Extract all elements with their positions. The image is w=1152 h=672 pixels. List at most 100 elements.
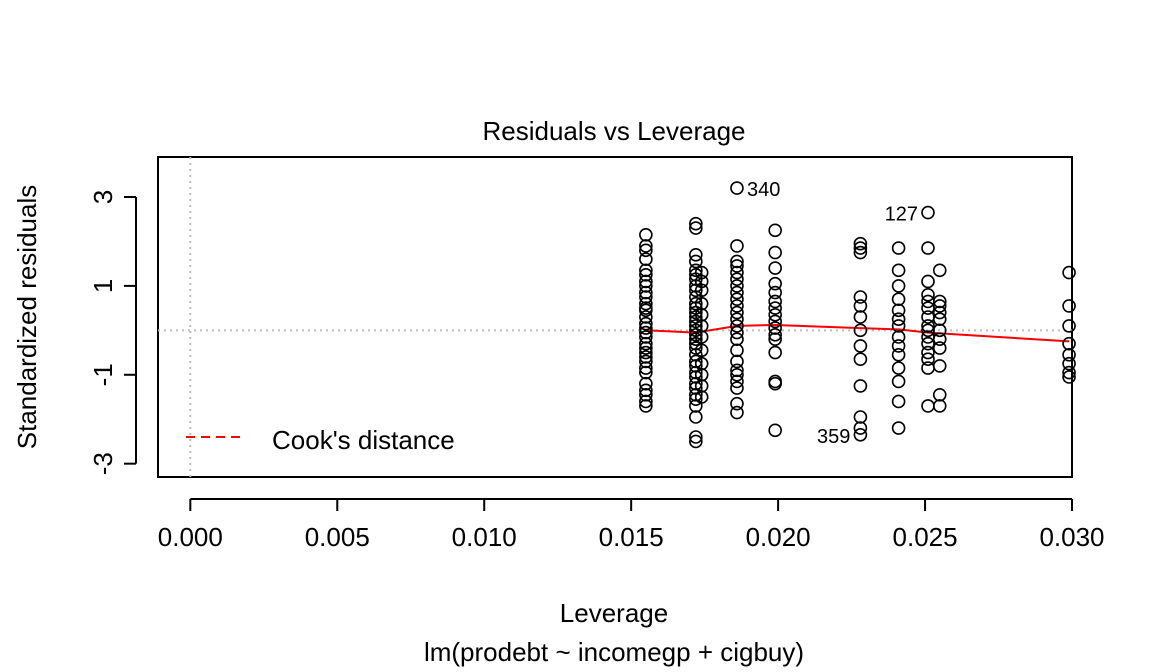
data-point [639,263,653,278]
data-point [730,343,744,358]
data-point [730,254,744,269]
y-tick-label: 1 [88,279,118,293]
data-point [639,267,653,282]
data-point [768,314,782,329]
data-point [768,285,782,300]
data-point [694,265,709,280]
point-label-340: 340 [747,179,780,201]
data-point [639,290,653,304]
data-point [694,319,709,333]
data-point [689,341,703,355]
data-point [921,399,935,413]
data-point [853,323,868,338]
data-point [639,387,653,402]
data-point [768,345,782,360]
point-labels: 340 127 359 [747,179,918,448]
data-point [730,363,744,378]
data-point [891,361,906,375]
data-point [730,272,744,287]
data-point [932,359,947,373]
data-point [853,410,868,424]
x-tick-label: 0.015 [599,522,664,552]
chart-subtitle: lm(prodebt ~ incomegp + cigbuy) [424,637,804,667]
data-point [853,245,868,260]
data-point [639,383,653,398]
chart-title: Residuals vs Leverage [482,116,745,146]
data-point [639,350,653,364]
data-point [932,305,947,320]
data-point [730,181,744,195]
data-point [768,294,782,309]
data-point [694,367,709,382]
data-point [639,252,653,267]
data-point [768,223,782,238]
data-point [639,303,653,318]
x-axis-label: Leverage [560,598,668,628]
data-point [921,336,935,351]
reference-lines [158,157,1072,477]
data-point [639,325,653,340]
data-point [694,283,709,298]
data-point [768,321,782,335]
data-point [639,243,653,258]
data-point [853,352,868,367]
data-point [853,290,868,304]
data-point [768,261,782,275]
data-point [730,325,744,340]
data-point [853,379,868,393]
data-point [689,354,703,369]
data-point [639,321,653,335]
data-point [730,367,744,382]
smooth-line [645,323,1070,343]
y-tick-label: -1 [88,363,118,386]
data-point [689,392,703,407]
data-point [730,239,744,253]
data-point [932,263,947,278]
data-point [730,285,744,300]
data-point [730,381,744,395]
data-point [891,312,906,327]
data-point [932,399,947,413]
data-point [639,399,653,413]
data-point [1062,356,1076,371]
y-tick-label: 3 [88,190,118,204]
data-point [689,296,703,311]
data-point [891,292,906,307]
data-point [730,396,744,411]
data-point [639,376,653,391]
data-point [921,319,935,333]
data-point [891,374,906,389]
data-point [932,332,947,347]
data-point [694,307,709,322]
data-point [853,310,868,324]
data-point [639,285,653,300]
data-point [689,216,703,231]
y-tick-label: -3 [88,452,118,475]
data-point [730,292,744,307]
data-point [768,332,782,347]
data-point [768,301,782,315]
data-point [694,390,709,404]
data-point [689,319,703,333]
data-point [1062,365,1076,380]
data-point [639,341,653,355]
data-point [921,352,935,367]
data-point [921,345,935,360]
data-point [639,316,653,331]
x-axis: 0.000 0.005 0.010 0.015 0.020 0.025 0.030 [158,498,1105,552]
data-point [891,303,906,318]
data-point [689,430,703,444]
data-point [730,374,744,389]
plot-frame [157,156,1073,478]
data-point [639,345,653,360]
y-axis-label: Standardized residuals [12,185,42,450]
data-point [891,394,906,409]
data-point [730,312,744,327]
data-point [932,294,947,309]
data-point [768,376,782,391]
data-point [921,361,935,375]
data-point [932,312,947,327]
data-point [694,274,709,289]
data-point [853,339,868,353]
